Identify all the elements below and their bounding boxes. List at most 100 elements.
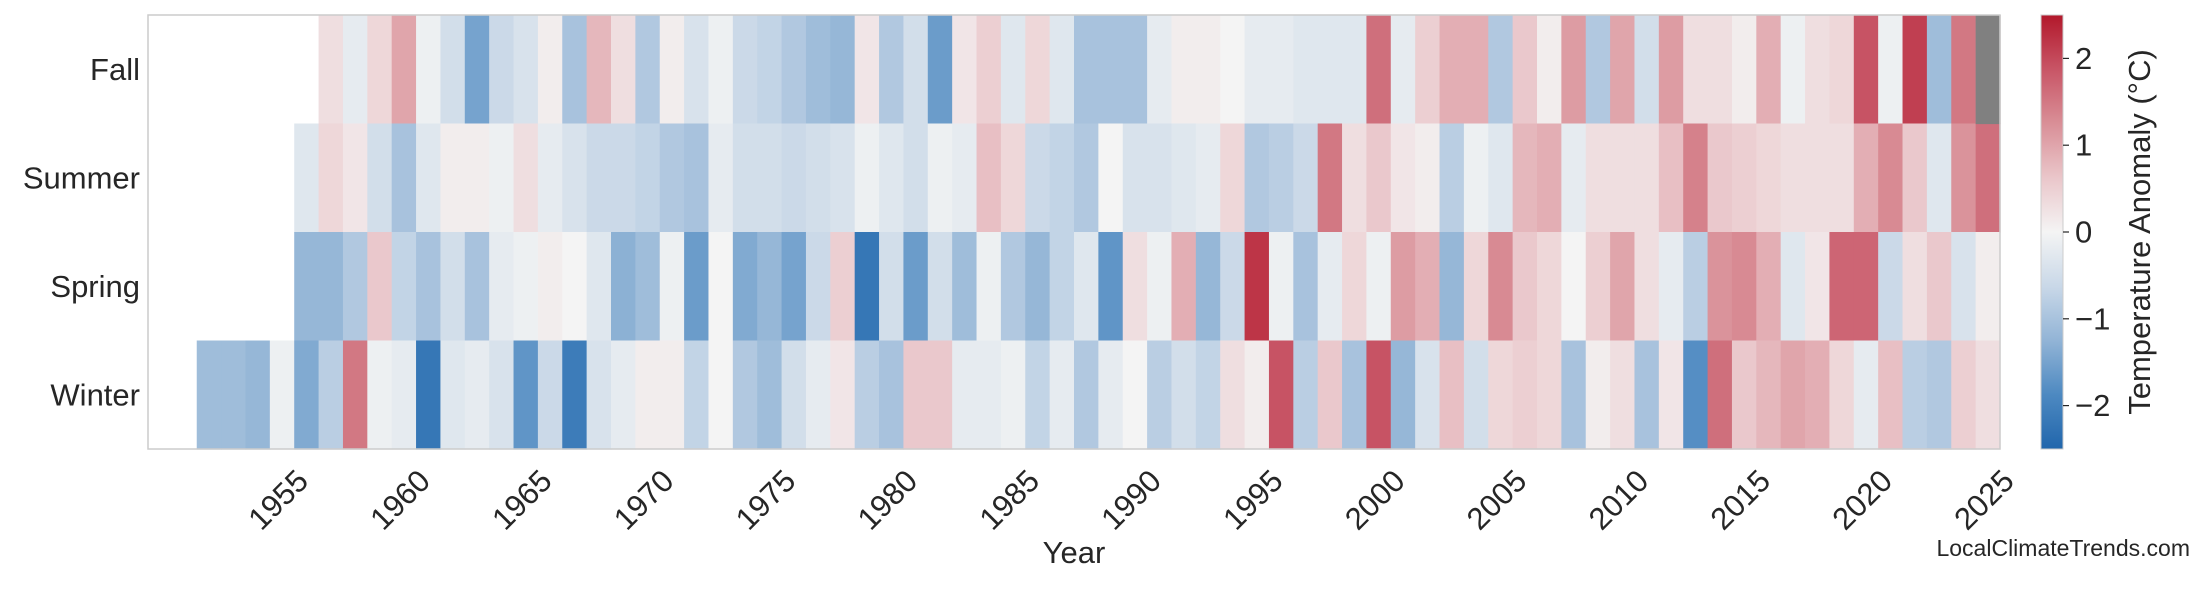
heatmap-cell: [805, 15, 831, 125]
heatmap-cell: [708, 340, 734, 450]
heatmap-cell: [1488, 340, 1514, 450]
heatmap-cell: [1000, 15, 1026, 125]
heatmap-cell: [1000, 232, 1026, 342]
heatmap-cell: [1049, 232, 1075, 342]
heatmap-cell: [1488, 123, 1514, 233]
heatmap-cell: [440, 15, 466, 125]
heatmap-cell: [1366, 340, 1392, 450]
x-tick-label: 1990: [1094, 463, 1168, 537]
heatmap-cell: [1147, 123, 1173, 233]
heatmap-cell: [1756, 123, 1782, 233]
heatmap-cell: [1342, 340, 1368, 450]
heatmap-cell: [562, 123, 588, 233]
heatmap-cell: [952, 15, 978, 125]
heatmap-cell: [854, 123, 880, 233]
colorbar-tick-label: 0: [2075, 215, 2092, 250]
heatmap-cell: [1268, 340, 1294, 450]
heatmap-cell: [1171, 123, 1197, 233]
row-label: Fall: [90, 52, 140, 87]
heatmap-cell: [1025, 340, 1051, 450]
x-tick-label: 1980: [851, 463, 925, 537]
heatmap-cell: [1707, 123, 1733, 233]
heatmap-cell-missing: [1975, 15, 2001, 125]
x-tick-label: 2005: [1460, 463, 1534, 537]
colorbar-tick-label: 1: [2075, 128, 2092, 163]
heatmap-cell: [1342, 123, 1368, 233]
heatmap-cell: [1025, 15, 1051, 125]
heatmap-cell: [781, 340, 807, 450]
heatmap-cell: [1707, 232, 1733, 342]
heatmap-cell: [391, 15, 417, 125]
heatmap-cell: [1975, 340, 2001, 450]
heatmap-cell: [562, 15, 588, 125]
heatmap-cell: [781, 15, 807, 125]
heatmap-cell: [1293, 340, 1319, 450]
heatmap-cell: [732, 123, 758, 233]
heatmap-cell: [1195, 340, 1221, 450]
heatmap-cell: [1902, 123, 1928, 233]
heatmap-cell: [1439, 340, 1465, 450]
heatmap-cell: [1171, 232, 1197, 342]
heatmap-cell: [879, 123, 905, 233]
x-tick-labels: 1955 1960 1965 1970 1975 1980 1985 1990 1995 2000…: [241, 463, 2020, 537]
heatmap-cell: [1268, 123, 1294, 233]
heatmap-cell: [708, 15, 734, 125]
heatmap-cell: [952, 340, 978, 450]
heatmap-cell: [537, 232, 563, 342]
heatmap-cell: [513, 340, 539, 450]
x-tick-label: 1965: [485, 463, 559, 537]
heatmap-cell: [1634, 123, 1660, 233]
x-tick-label: 2015: [1704, 463, 1778, 537]
heatmap-cell: [805, 232, 831, 342]
heatmap-cell: [1561, 123, 1587, 233]
heatmap-cell: [854, 15, 880, 125]
heatmap-cell: [1975, 123, 2001, 233]
heatmap-cell: [1098, 232, 1124, 342]
heatmap-cell: [1317, 340, 1343, 450]
heatmap-cell: [757, 340, 783, 450]
row-label: Spring: [50, 269, 140, 304]
x-tick-label: 1995: [1216, 463, 1290, 537]
heatmap-cell: [1634, 232, 1660, 342]
heatmap-cell: [1561, 15, 1587, 125]
heatmap-cell: [879, 232, 905, 342]
colorbar: [2040, 14, 2064, 450]
heatmap-cell: [440, 232, 466, 342]
heatmap-cell: [854, 340, 880, 450]
heatmap-cell: [1390, 123, 1416, 233]
heatmap-cell: [1390, 232, 1416, 342]
colorbar-tick-label: −1: [2075, 301, 2110, 336]
heatmap-cell: [1634, 15, 1660, 125]
heatmap-cell: [1220, 15, 1246, 125]
heatmap-cell: [1878, 15, 1904, 125]
heatmap-cell: [464, 232, 490, 342]
heatmap-cell: [513, 232, 539, 342]
colorbar-tick-label: 2: [2075, 41, 2092, 76]
heatmap-cell: [903, 340, 929, 450]
heatmap-cell: [1658, 232, 1684, 342]
x-tick-label: 2020: [1825, 463, 1899, 537]
heatmap-cell: [1731, 232, 1757, 342]
heatmap-cell: [537, 15, 563, 125]
heatmap-cell: [1074, 340, 1099, 450]
heatmap-cell: [221, 340, 247, 450]
heatmap-cell: [416, 15, 442, 125]
heatmap-cell: [1342, 232, 1368, 342]
heatmap-cell: [562, 340, 588, 450]
heatmap-cell: [635, 123, 661, 233]
heatmap-cell: [1902, 232, 1928, 342]
heatmap-cell: [489, 123, 515, 233]
heatmap-cell: [830, 123, 856, 233]
heatmap-cell: [1074, 123, 1099, 233]
heatmap-cell: [1585, 15, 1611, 125]
x-tick-label: 2000: [1338, 463, 1412, 537]
heatmap-cells: [196, 15, 2001, 450]
heatmap-cell: [879, 15, 905, 125]
heatmap-cell: [976, 15, 1002, 125]
x-tick-label: 2025: [1947, 463, 2021, 537]
heatmap-cell: [1488, 232, 1514, 342]
heatmap-cell: [294, 232, 320, 342]
heatmap-cell: [659, 123, 685, 233]
heatmap-cell: [1122, 15, 1148, 125]
heatmap-cell: [732, 15, 758, 125]
